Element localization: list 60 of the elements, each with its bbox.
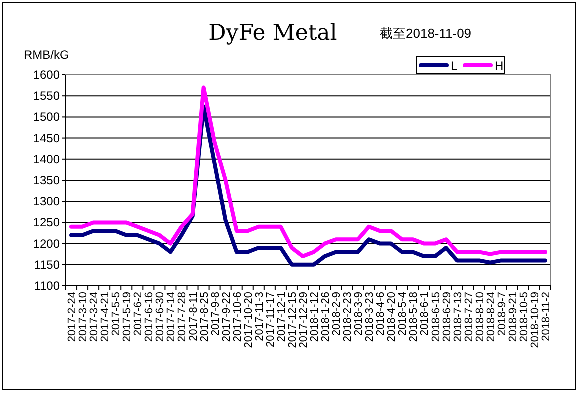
y-tick-label: 1550 [33,89,60,104]
x-tick-label: 2018-5-18 [408,292,420,342]
x-tick-label: 2017-3-10 [78,292,90,342]
x-tick-label: 2018-8-24 [485,292,498,342]
x-tick-label: 2017-8-11 [188,292,200,342]
x-tick-label: 2018-7-27 [463,292,476,342]
x-tick-label: 2017-4-21 [100,292,112,342]
x-tick-label: 2017-6-2 [132,292,145,336]
x-tick-label: 2017-2-24 [66,292,79,342]
chart-subtitle: 截至2018-11-09 [380,26,472,41]
x-tick-label: 2018-2-23 [342,292,354,342]
legend-label: L [451,59,458,73]
y-tick-label: 1500 [33,110,60,124]
x-tick-label: 2017-9-22 [220,292,233,342]
x-tick-label: 2017-10-6 [232,292,244,342]
x-tick-label: 2017-7-14 [166,292,178,342]
x-tick-label: 2018-1-12 [309,292,322,342]
x-tick-label: 2017-11-17 [264,292,277,348]
legend-label: H [495,59,504,73]
y-tick-label: 1600 [33,68,60,82]
x-tick-label: 2018-1-26 [320,292,332,342]
x-tick-label: 2017-6-16 [144,292,156,342]
x-tick-label: 2018-11-2 [540,292,552,342]
y-tick-label: 1300 [33,194,60,209]
y-tick-label: 1250 [33,216,60,230]
x-tick-label: 2017-6-30 [154,292,167,342]
x-tick-label: 2017-11-3 [254,292,266,342]
y-tick-label: 1350 [33,174,60,188]
x-tick-label: 2018-10-5 [518,292,530,342]
x-tick-label: 2017-5-19 [122,292,134,342]
x-tick-label: 2018-4-20 [386,292,398,342]
x-tick-label: 2017-12-29 [298,292,310,348]
x-tick-label: 2017-5-5 [110,292,123,336]
y-tick-label: 1150 [34,258,60,272]
x-tick-label: 2018-5-4 [397,292,410,336]
y-axis-title: RMB/kG [24,48,70,62]
x-tick-label: 2017-9-8 [210,292,222,336]
y-tick-label: 1100 [34,279,60,293]
x-tick-label: 2018-4-6 [375,292,388,336]
x-tick-label: 2018-6-15 [430,292,442,342]
x-tick-label: 2018-2-9 [331,292,344,336]
chart-title: DyFe Metal [208,21,338,46]
x-tick-label: 2018-9-21 [507,292,520,342]
x-tick-label: 2018-9-7 [496,292,508,336]
y-tick-label: 1400 [33,152,60,166]
x-tick-label: 2018-10-19 [529,292,542,348]
x-tick-label: 2017-10-20 [242,292,255,348]
x-tick-label: 2018-6-29 [441,292,454,342]
x-tick-label: 2018-6-1 [419,292,432,336]
x-tick-label: 2017-12-1 [276,292,288,342]
x-tick-label: 2018-3-9 [353,292,366,336]
x-tick-label: 2018-8-10 [474,292,486,342]
x-tick-label: 2018-7-13 [452,292,464,342]
y-tick-label: 1450 [33,131,60,146]
x-tick-label: 2018-3-23 [364,292,376,342]
x-tick-label: 2017-3-24 [88,292,101,342]
x-tick-label: 2017-7-28 [176,292,189,342]
x-tick-label: 2017-12-15 [286,292,299,348]
x-tick-label: 2017-8-25 [198,292,211,342]
y-tick-label: 1200 [33,236,60,251]
